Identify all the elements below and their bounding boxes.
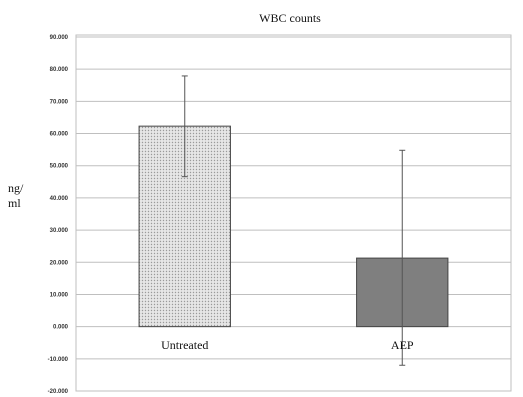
error-bars — [181, 75, 406, 366]
y-tick-label: 60.000 — [50, 132, 69, 138]
y-axis-title-line-1: ng/ — [8, 181, 24, 195]
y-tick-label: 30.000 — [50, 228, 69, 234]
category-label-aep: AEP — [391, 338, 414, 352]
y-tick-label: -10.000 — [48, 357, 69, 363]
bars — [138, 125, 449, 328]
y-tick-label: 0.000 — [53, 325, 69, 331]
chart-title: WBC counts — [259, 11, 321, 25]
y-tick-label: 20.000 — [50, 260, 69, 266]
y-tick-label: -20.000 — [48, 389, 69, 395]
y-tick-labels: 90.000 80.000 70.000 60.000 50.000 40.000 30.0… — [48, 35, 69, 395]
category-label-untreated: Untreated — [161, 338, 208, 352]
category-labels: Untreated AEP — [161, 338, 414, 352]
y-tick-label: 70.000 — [50, 99, 69, 105]
y-tick-label: 10.000 — [50, 292, 69, 298]
y-axis-title-line-2: ml — [8, 196, 21, 210]
y-tick-label: 40.000 — [50, 196, 69, 202]
y-tick-label: 80.000 — [50, 67, 69, 73]
y-axis-title: ng/ ml — [8, 181, 24, 210]
y-tick-label: 50.000 — [50, 164, 69, 170]
y-tick-label: 90.000 — [50, 35, 69, 41]
